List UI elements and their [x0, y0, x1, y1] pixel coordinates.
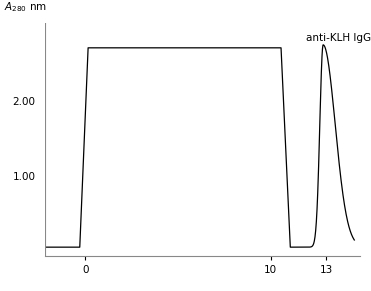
Text: $A_{280}$ nm: $A_{280}$ nm	[3, 0, 46, 14]
Text: anti-KLH IgG: anti-KLH IgG	[306, 33, 371, 43]
